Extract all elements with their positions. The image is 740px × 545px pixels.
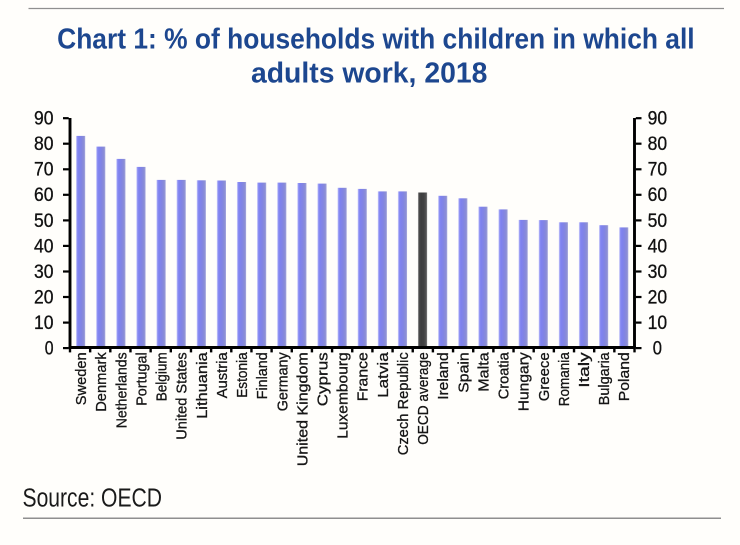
- svg-text:United States: United States: [174, 352, 191, 440]
- svg-text:Romania: Romania: [556, 352, 573, 407]
- svg-text:0: 0: [45, 339, 54, 360]
- svg-text:10: 10: [34, 313, 54, 334]
- svg-text:70: 70: [648, 160, 668, 181]
- svg-text:0: 0: [653, 339, 662, 360]
- svg-text:Finland: Finland: [254, 352, 271, 399]
- svg-text:adults work, 2018: adults work, 2018: [251, 57, 488, 89]
- svg-text:Germany: Germany: [274, 352, 291, 411]
- svg-text:OECD average: OECD average: [415, 352, 432, 445]
- svg-text:United Kingdom: United Kingdom: [294, 352, 311, 466]
- svg-text:50: 50: [648, 211, 668, 232]
- svg-text:20: 20: [34, 287, 54, 308]
- svg-text:40: 40: [34, 236, 54, 257]
- svg-text:Netherlands: Netherlands: [113, 352, 130, 428]
- svg-text:Croatia: Croatia: [496, 352, 513, 400]
- svg-text:Italy: Italy: [576, 352, 593, 388]
- svg-text:Source: OECD: Source: OECD: [23, 485, 163, 513]
- svg-text:Austria: Austria: [214, 352, 231, 399]
- svg-text:Cyprus: Cyprus: [314, 352, 331, 406]
- svg-text:Latvia: Latvia: [375, 352, 392, 398]
- svg-text:Portugal: Portugal: [133, 352, 150, 406]
- svg-text:80: 80: [648, 134, 668, 155]
- svg-text:Luxembourg: Luxembourg: [335, 352, 352, 439]
- svg-text:Malta: Malta: [475, 352, 492, 392]
- svg-text:60: 60: [648, 185, 668, 206]
- svg-text:70: 70: [34, 160, 54, 181]
- svg-text:Denmark: Denmark: [93, 352, 110, 412]
- svg-text:50: 50: [34, 211, 54, 232]
- svg-text:Greece: Greece: [536, 352, 553, 401]
- svg-text:80: 80: [34, 134, 54, 155]
- svg-text:Lithuania: Lithuania: [194, 352, 211, 419]
- svg-text:Belgium: Belgium: [154, 352, 171, 401]
- svg-text:20: 20: [648, 287, 668, 308]
- svg-text:France: France: [355, 352, 372, 401]
- svg-text:10: 10: [648, 313, 668, 334]
- svg-text:Sweden: Sweden: [73, 352, 90, 405]
- svg-text:30: 30: [648, 262, 668, 283]
- svg-text:Spain: Spain: [455, 352, 472, 393]
- svg-text:Estonia: Estonia: [234, 352, 251, 398]
- svg-text:Bulgaria: Bulgaria: [596, 352, 613, 406]
- svg-text:Chart 1: % of households with: Chart 1: % of households with children i…: [57, 24, 695, 56]
- svg-text:90: 90: [648, 109, 668, 130]
- svg-text:Czech Republic: Czech Republic: [395, 352, 412, 455]
- svg-text:Hungary: Hungary: [516, 352, 533, 412]
- svg-text:Ireland: Ireland: [435, 352, 452, 400]
- svg-text:Poland: Poland: [616, 352, 633, 401]
- svg-text:30: 30: [34, 262, 54, 283]
- svg-text:40: 40: [648, 236, 668, 257]
- svg-text:60: 60: [34, 185, 54, 206]
- svg-text:90: 90: [34, 109, 54, 130]
